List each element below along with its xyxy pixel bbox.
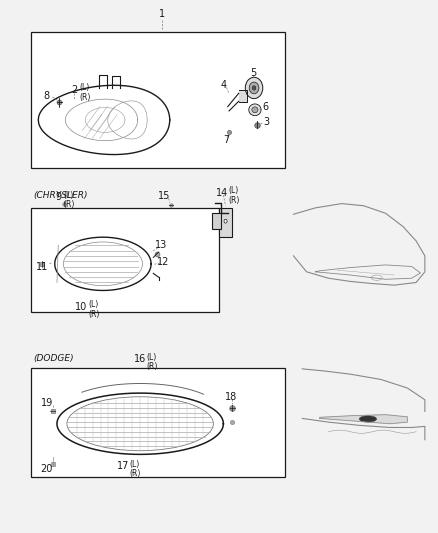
Text: 11: 11: [35, 262, 48, 271]
Text: 18: 18: [225, 392, 237, 401]
Text: (L)
(R): (L) (R): [88, 300, 100, 319]
Ellipse shape: [359, 416, 377, 422]
Polygon shape: [320, 415, 407, 424]
Text: (L)
(R): (L) (R): [64, 190, 75, 209]
Text: 9: 9: [55, 192, 61, 202]
Ellipse shape: [249, 82, 259, 94]
Text: (L)
(R): (L) (R): [229, 186, 240, 205]
Text: (CHRYSLER): (CHRYSLER): [33, 191, 87, 199]
Text: 13: 13: [155, 240, 167, 250]
Ellipse shape: [245, 77, 263, 99]
Text: 15: 15: [158, 191, 170, 201]
Ellipse shape: [252, 86, 256, 90]
Text: 12: 12: [157, 257, 169, 267]
Text: (L)
(R): (L) (R): [130, 459, 141, 479]
Ellipse shape: [252, 107, 258, 113]
Text: (DODGE): (DODGE): [33, 354, 74, 362]
Text: 14: 14: [216, 188, 229, 198]
Text: 5: 5: [250, 68, 256, 78]
Text: 17: 17: [117, 462, 130, 471]
Text: 10: 10: [75, 302, 87, 312]
Text: 8: 8: [43, 91, 49, 101]
Bar: [31, 32, 285, 168]
Text: 7: 7: [223, 135, 229, 144]
Bar: [212, 213, 221, 229]
Text: (L)
(R): (L) (R): [80, 83, 91, 102]
Bar: [31, 368, 285, 477]
Text: 6: 6: [263, 102, 269, 111]
Text: 4: 4: [220, 80, 226, 90]
Text: (L)
(R): (L) (R): [146, 352, 158, 372]
Text: 19: 19: [41, 399, 53, 408]
Polygon shape: [239, 90, 247, 102]
Ellipse shape: [249, 104, 261, 116]
Text: 2: 2: [71, 85, 78, 94]
Bar: [219, 208, 232, 237]
Text: 20: 20: [41, 464, 53, 474]
Text: 1: 1: [159, 9, 165, 19]
Text: 16: 16: [134, 354, 146, 364]
Text: 3: 3: [263, 117, 269, 126]
Bar: [31, 208, 219, 312]
Ellipse shape: [224, 220, 227, 223]
